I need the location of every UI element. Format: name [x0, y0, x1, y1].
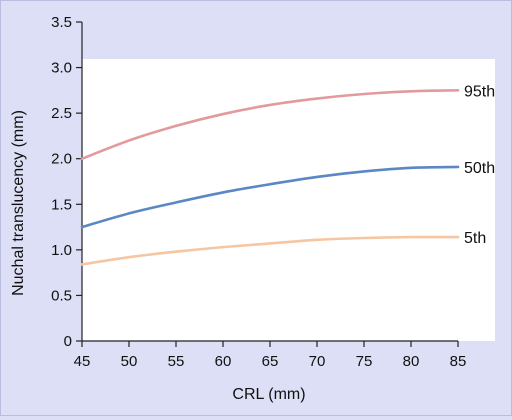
y-tick-label: 1.0 [51, 242, 72, 259]
x-tick-label: 50 [121, 353, 138, 370]
y-tick-label: 3.0 [51, 60, 72, 77]
series-line-95th [80, 89, 460, 161]
plot-area [82, 59, 495, 341]
series-label-95th: 95th [464, 83, 495, 100]
x-tick-label: 70 [309, 353, 326, 370]
series-label-5th: 5th [464, 230, 486, 247]
series-labels: 95th 50th 5th [464, 83, 495, 247]
y-tick-label: 0 [64, 333, 72, 350]
x-tick-label: 55 [168, 353, 185, 370]
x-axis: 45 50 55 60 65 70 75 80 85 [74, 340, 467, 370]
x-tick-label: 60 [215, 353, 232, 370]
x-tick-label: 65 [262, 353, 279, 370]
y-axis-label: Nuchal translucency (mm) [10, 110, 27, 296]
y-tick-label: 0.5 [51, 287, 72, 304]
y-tick-label: 2.0 [51, 151, 72, 168]
x-tick-label: 80 [403, 353, 420, 370]
x-tick-label: 45 [74, 353, 91, 370]
series-line-50th [80, 165, 460, 229]
y-tick-label: 1.5 [51, 196, 72, 213]
series-line-5th [80, 235, 460, 266]
x-tick-label: 85 [450, 353, 467, 370]
y-tick-label: 2.5 [51, 105, 72, 122]
y-axis: 0 0.5 1.0 1.5 2.0 2.5 3.0 3.5 [51, 14, 83, 350]
x-tick-label: 75 [356, 353, 373, 370]
y-tick-label: 3.5 [51, 14, 72, 31]
series-layer [80, 89, 460, 266]
x-axis-label: CRL (mm) [232, 386, 305, 403]
series-label-50th: 50th [464, 160, 495, 177]
